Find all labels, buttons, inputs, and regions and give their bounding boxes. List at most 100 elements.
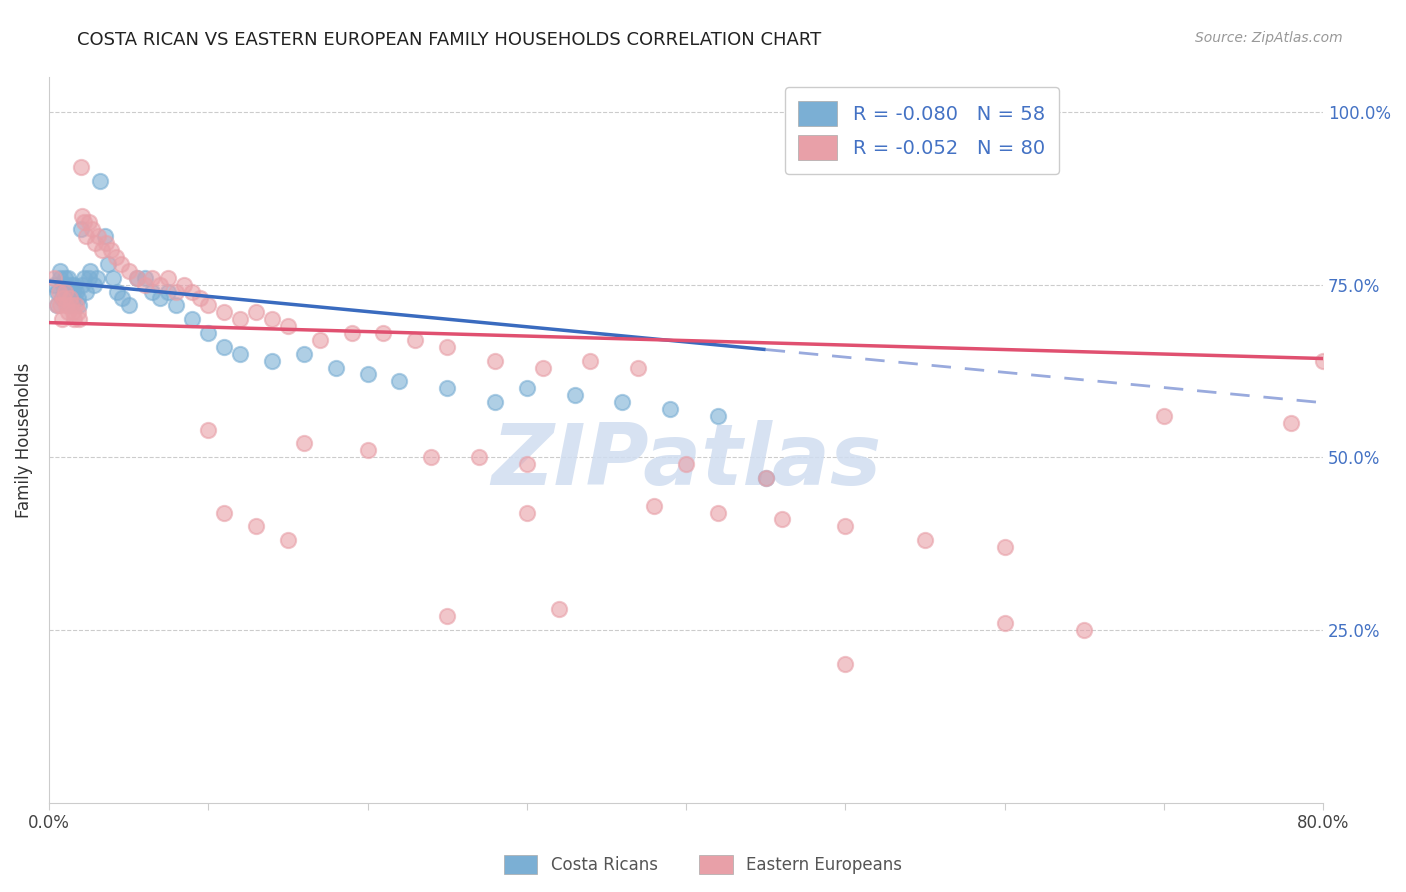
Point (117, 264, 139, 278)
Point (420, 450, 443, 465)
Point (659, 401, 682, 416)
Point (149, 292, 172, 306)
Legend: Costa Ricans, Eastern Europeans: Costa Ricans, Eastern Europeans (499, 850, 907, 880)
Point (277, 319, 299, 334)
Point (1073, 623, 1095, 637)
Point (388, 374, 411, 388)
Point (181, 285, 204, 299)
Point (75, 285, 97, 299)
Point (117, 298, 139, 312)
Point (55, 298, 77, 312)
Point (643, 499, 665, 513)
Point (73, 270, 96, 285)
Point (340, 326, 363, 340)
Point (72, 209, 94, 223)
Point (834, 657, 856, 672)
Point (83, 277, 105, 292)
Point (60, 277, 83, 292)
Point (63, 277, 86, 292)
Point (134, 270, 156, 285)
Point (914, 533, 936, 548)
Point (197, 326, 219, 340)
Point (373, 326, 395, 340)
Point (675, 457, 697, 471)
Point (197, 298, 219, 312)
Point (96, 236, 118, 251)
Point (93, 229, 115, 244)
Point (1279, 416, 1302, 430)
Point (260, 353, 283, 368)
Point (484, 353, 506, 368)
Point (59, 292, 82, 306)
Point (53, 270, 76, 285)
Point (42, 277, 65, 292)
Point (75, 229, 97, 244)
Point (579, 353, 602, 368)
Point (48, 285, 70, 299)
Point (53, 285, 76, 299)
Point (69, 160, 91, 174)
Point (229, 312, 252, 326)
Point (100, 243, 122, 257)
Point (59, 298, 82, 312)
Point (212, 305, 235, 319)
Point (65, 285, 87, 299)
Point (84, 236, 107, 251)
Point (149, 277, 172, 292)
Point (245, 305, 267, 319)
Point (49, 264, 72, 278)
Point (56, 270, 79, 285)
Point (436, 381, 458, 395)
Point (516, 381, 538, 395)
Point (707, 506, 730, 520)
Text: ZIPatlas: ZIPatlas (491, 420, 882, 503)
Point (531, 360, 554, 375)
Point (173, 277, 195, 292)
Point (107, 285, 129, 299)
Point (56, 305, 79, 319)
Point (62, 305, 84, 319)
Point (516, 457, 538, 471)
Point (141, 270, 163, 285)
Y-axis label: Family Households: Family Households (15, 362, 32, 517)
Text: COSTA RICAN VS EASTERN EUROPEAN FAMILY HOUSEHOLDS CORRELATION CHART: COSTA RICAN VS EASTERN EUROPEAN FAMILY H… (77, 31, 821, 49)
Point (104, 250, 127, 264)
Point (45, 285, 67, 299)
Point (157, 270, 180, 285)
Point (56, 285, 79, 299)
Point (72, 277, 94, 292)
Point (260, 312, 283, 326)
Point (356, 443, 378, 458)
Point (49, 298, 72, 312)
Legend: R = -0.080   N = 58, R = -0.052   N = 80: R = -0.080 N = 58, R = -0.052 N = 80 (785, 87, 1059, 174)
Point (436, 609, 458, 624)
Point (97, 257, 120, 271)
Point (212, 340, 235, 354)
Point (404, 333, 426, 347)
Point (63, 312, 86, 326)
Point (755, 471, 778, 485)
Point (77, 215, 100, 229)
Point (707, 409, 730, 423)
Point (292, 347, 315, 361)
Point (165, 285, 187, 299)
Point (49, 270, 72, 285)
Point (1153, 409, 1175, 423)
Point (42, 270, 65, 285)
Point (66, 305, 89, 319)
Point (86, 270, 108, 285)
Point (564, 388, 586, 402)
Point (627, 360, 650, 375)
Point (80, 222, 103, 236)
Point (181, 312, 204, 326)
Point (125, 270, 148, 285)
Point (55, 277, 77, 292)
Point (60, 298, 83, 312)
Point (51, 312, 73, 326)
Point (134, 277, 156, 292)
Point (65, 298, 87, 312)
Point (212, 506, 235, 520)
Point (110, 257, 132, 271)
Point (165, 298, 187, 312)
Point (69, 222, 91, 236)
